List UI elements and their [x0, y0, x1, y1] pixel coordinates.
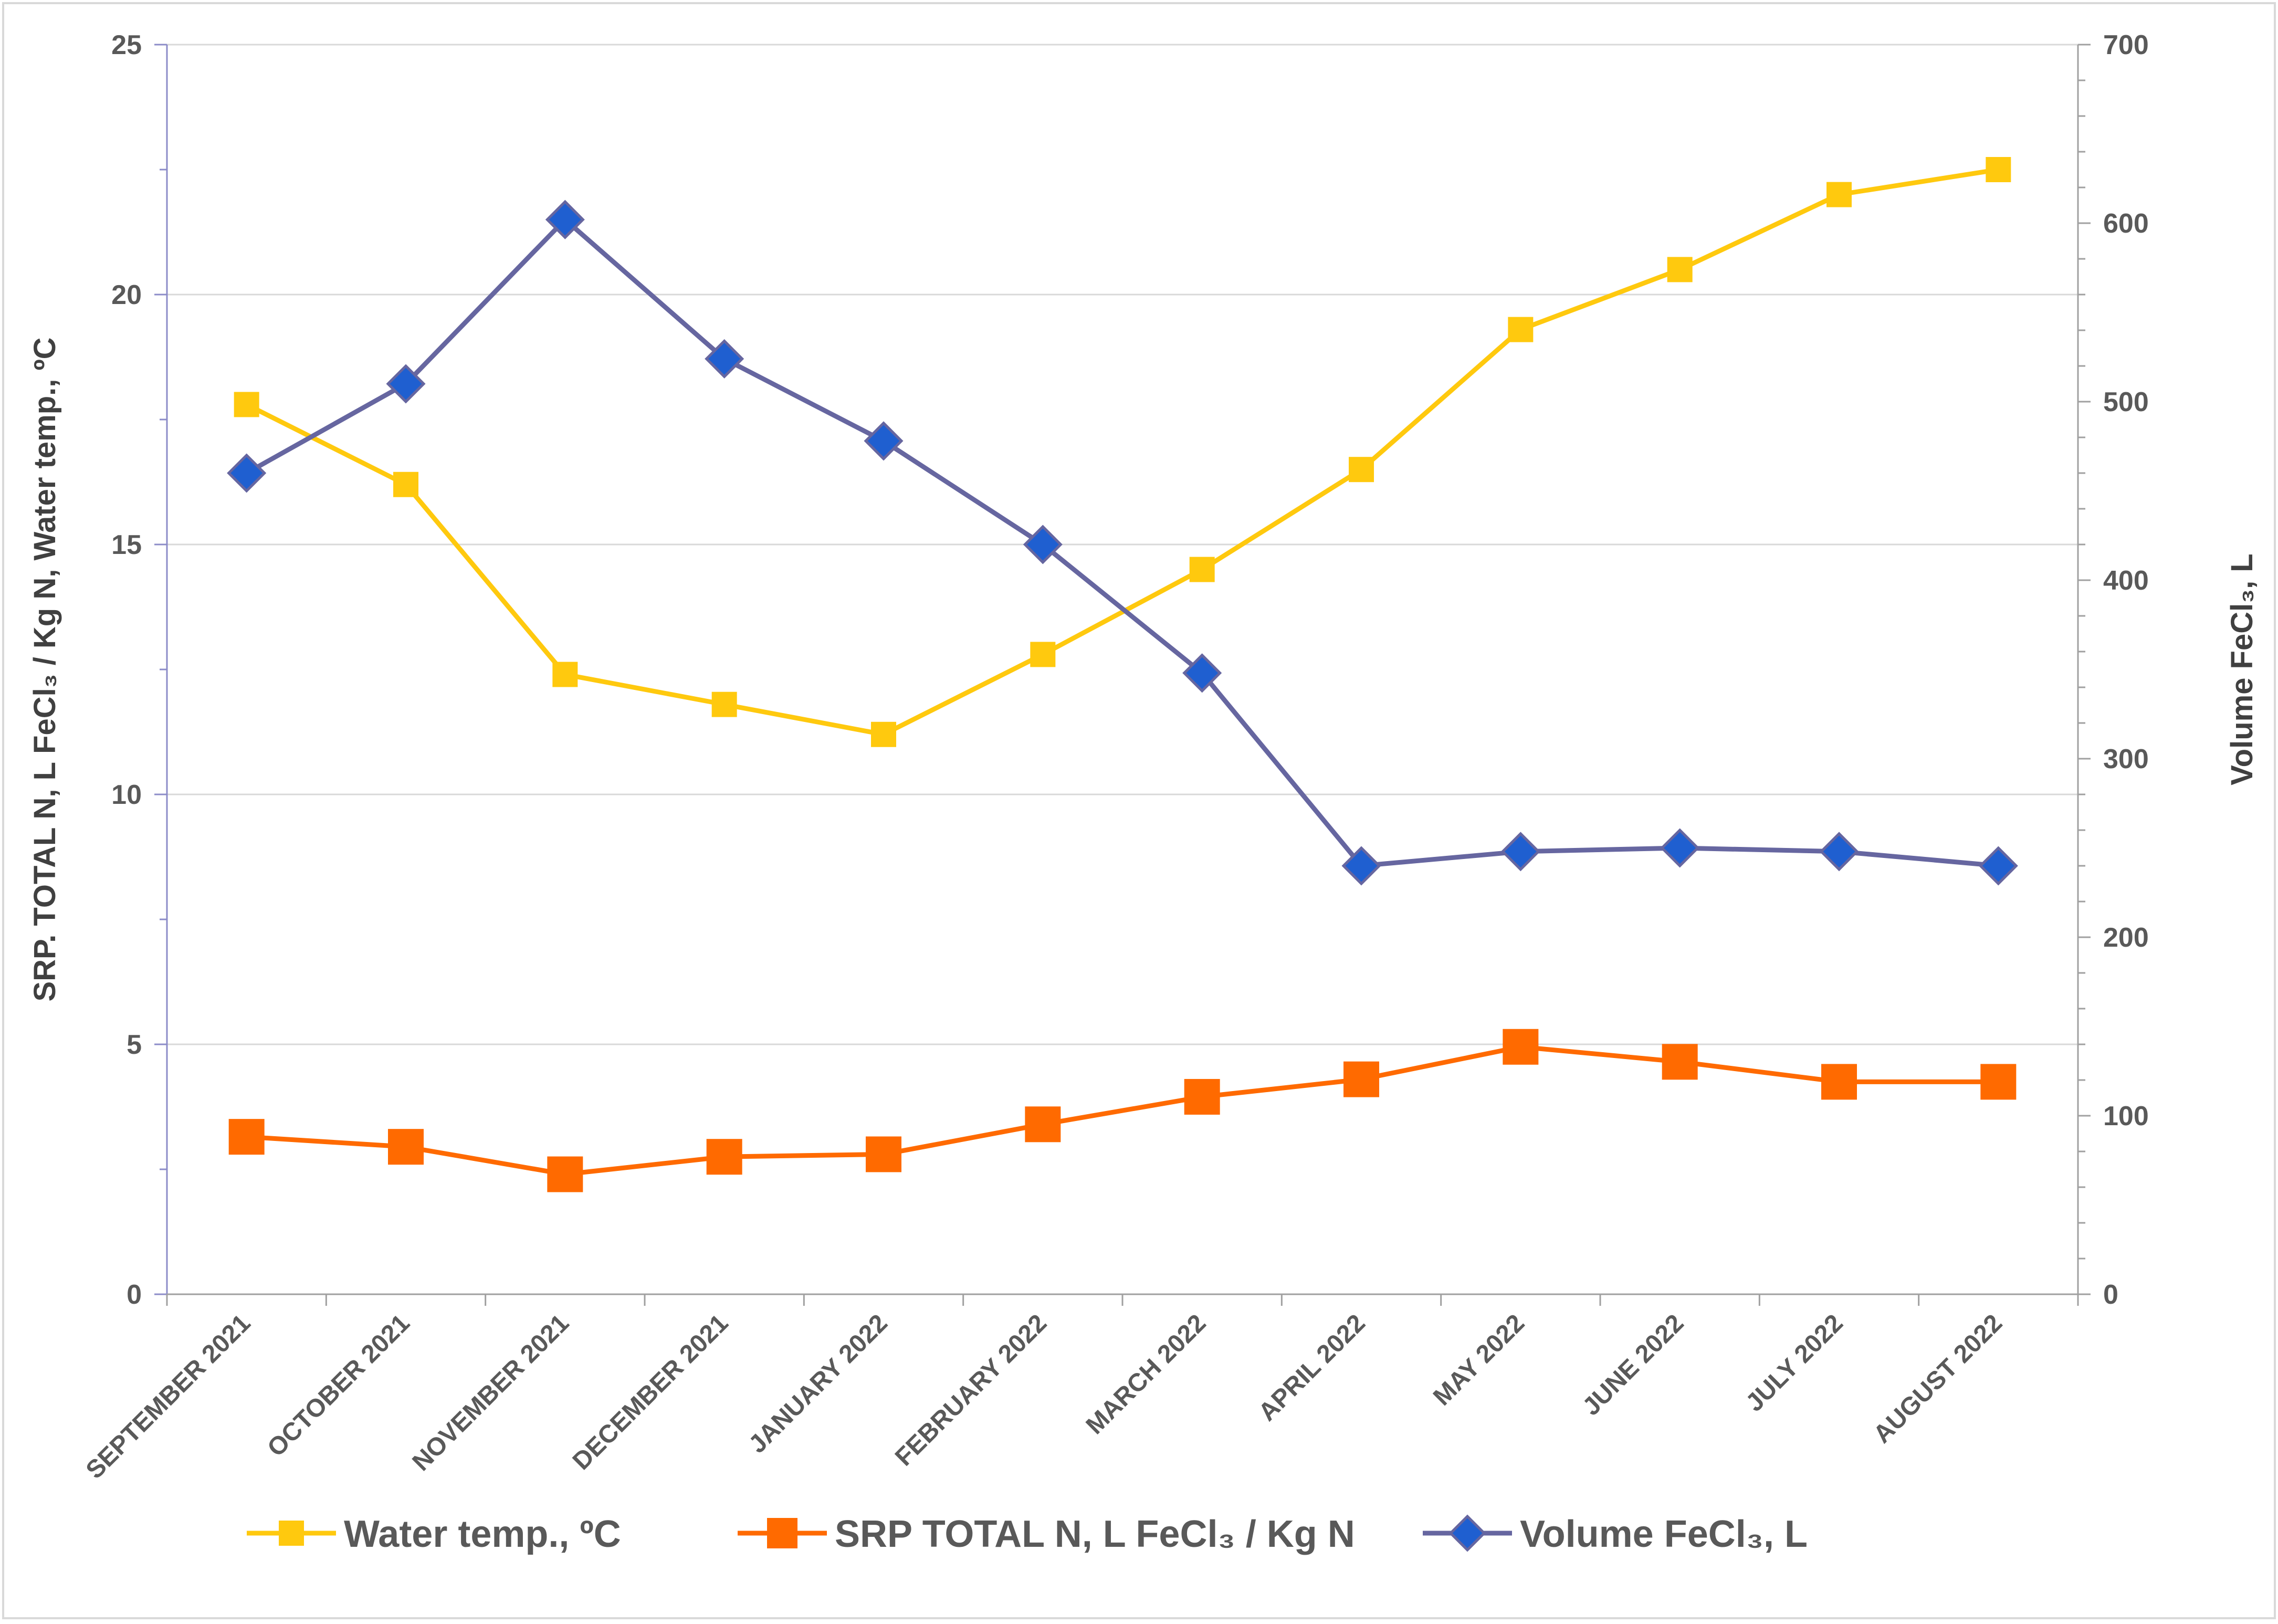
y-right-tick-label: 500	[2103, 387, 2149, 417]
data-point	[1821, 1064, 1857, 1100]
data-point	[1341, 846, 1381, 886]
data-point	[871, 721, 896, 747]
data-point	[1508, 317, 1534, 342]
series-2	[227, 200, 2018, 886]
y-right-tick-label: 100	[2103, 1101, 2149, 1131]
data-point	[386, 364, 426, 404]
data-point	[1343, 1061, 1379, 1097]
y-left-tick-label: 20	[111, 280, 142, 310]
data-point	[1980, 1064, 2017, 1100]
data-point	[393, 472, 418, 497]
legend-label: Water temp., ºC	[344, 1513, 621, 1555]
data-point	[1662, 1044, 1698, 1080]
data-point	[1189, 557, 1215, 582]
y-left-tick-label: 5	[127, 1030, 142, 1060]
series-line	[246, 1044, 1999, 1177]
data-point	[1184, 1078, 1220, 1115]
data-point	[1986, 157, 2011, 182]
y-axis-right-title: Volume FeCl₃, L	[2225, 553, 2259, 785]
y-right-tick-label: 400	[2103, 565, 2149, 596]
data-point	[1023, 525, 1063, 564]
y-right-tick-label: 200	[2103, 923, 2149, 953]
y-left-tick-label: 15	[111, 530, 142, 560]
data-point	[1500, 832, 1540, 872]
data-point	[1819, 832, 1859, 872]
series-1	[228, 1029, 2017, 1192]
legend-marker	[279, 1521, 304, 1546]
legend-label: SRP TOTAL N, L FeCl₃ / Kg N	[835, 1513, 1355, 1555]
data-point	[1025, 1106, 1061, 1143]
series-0	[234, 157, 2011, 747]
legend-marker	[767, 1518, 797, 1548]
y-left-tick-label: 10	[111, 780, 142, 810]
data-point	[1182, 653, 1222, 693]
data-point	[1826, 182, 1852, 207]
data-point	[706, 1139, 742, 1175]
y-right-tick-label: 300	[2103, 744, 2149, 774]
y-right-tick-label: 600	[2103, 208, 2149, 239]
legend-marker	[1448, 1514, 1486, 1552]
legend-label: Volume FeCl₃, L	[1520, 1513, 1808, 1555]
data-point	[552, 662, 578, 687]
data-point	[227, 453, 267, 493]
legend-item: Volume FeCl₃, L	[1423, 1513, 1808, 1555]
data-point	[545, 200, 585, 239]
legend: Water temp., ºC SRP TOTAL N, L FeCl₃ / Kg…	[247, 1513, 1808, 1555]
series	[227, 157, 2018, 1192]
gridlines	[167, 44, 2078, 1045]
data-point	[388, 1129, 424, 1165]
data-point	[705, 339, 744, 379]
data-point	[1667, 257, 1693, 282]
data-point	[711, 691, 737, 717]
y-left-tick-label: 0	[127, 1280, 142, 1310]
data-point	[864, 421, 904, 461]
data-point	[547, 1156, 583, 1192]
data-point	[1349, 457, 1374, 483]
legend-item: Water temp., ºC	[247, 1513, 621, 1555]
data-point	[1503, 1029, 1539, 1065]
series-line	[245, 167, 1999, 737]
legend-item: SRP TOTAL N, L FeCl₃ / Kg N	[738, 1513, 1355, 1555]
y-left-tick-label: 25	[111, 30, 142, 60]
data-point	[1660, 828, 1700, 868]
data-point	[234, 392, 259, 417]
y-right-tick-label: 700	[2103, 30, 2149, 60]
y-axis-left-title: SRP. TOTAL N, L FeCl₃ / Kg N, Water temp…	[28, 337, 62, 1001]
series-line	[245, 217, 1999, 868]
data-point	[1978, 846, 2018, 886]
y-right-tick-label: 0	[2103, 1280, 2118, 1310]
data-point	[228, 1119, 265, 1155]
data-point	[866, 1136, 901, 1172]
data-point	[1030, 642, 1056, 667]
